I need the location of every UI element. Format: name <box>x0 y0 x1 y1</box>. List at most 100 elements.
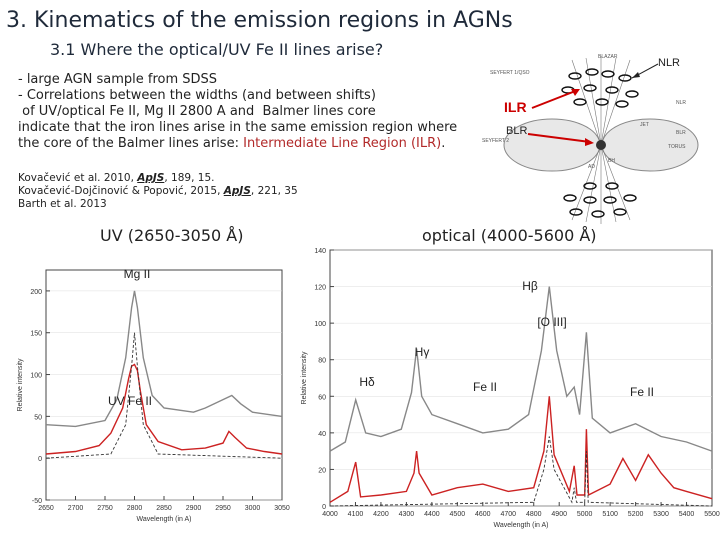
x-tick-label: 5200 <box>628 511 644 518</box>
plot-frame <box>45 269 283 501</box>
series-line <box>45 332 283 459</box>
y-tick-label: -50 <box>32 498 42 505</box>
y-tick-label: 40 <box>318 431 326 438</box>
x-tick-label: 5400 <box>679 511 695 518</box>
line-annotation: Hβ <box>522 279 538 293</box>
nlr-small-label: NLR <box>676 100 686 106</box>
x-tick-label: 4900 <box>551 511 567 518</box>
nlr-label: NLR <box>658 57 680 69</box>
line-annotation: Hγ <box>415 345 430 359</box>
ilr-arrow <box>531 89 579 109</box>
bullet-item: - large AGN sample from SDSS <box>18 72 218 87</box>
ilr-label: ILR <box>504 99 527 115</box>
bullet-item: of UV/optical Fe II, Mg II 2800 A and Ba… <box>18 104 376 119</box>
blazar-label: BLAZAR <box>598 54 618 60</box>
nlr-clouds-upper <box>561 68 639 108</box>
line-annotation: [O III] <box>537 315 566 329</box>
x-tick-label: 4300 <box>399 511 415 518</box>
x-tick-label: 4000 <box>322 511 338 518</box>
y-tick-label: 20 <box>318 467 326 474</box>
y-tick-label: 100 <box>30 373 42 380</box>
bullet-list: - large AGN sample from SDSS - Correlati… <box>18 72 488 152</box>
ilr-arrow-head <box>571 89 580 96</box>
reference-item: Kovačević et al. 2010, ApJS, 189, 15. <box>18 172 215 184</box>
plot-frame <box>329 249 713 507</box>
series-line <box>329 286 713 452</box>
line-annotation: UV Fe II <box>108 394 152 408</box>
x-tick-label: 2950 <box>215 505 231 512</box>
y-tick-label: 50 <box>34 414 42 421</box>
bullet-text: the core of the Balmer lines arise: <box>18 136 244 151</box>
x-tick-label: 2900 <box>186 505 202 512</box>
line-annotation: Hδ <box>359 375 375 389</box>
uv-spectrum-chart: -50 0 50 100 150 200 2650 2700 2750 2800 2850 2900 2… <box>17 267 290 523</box>
x-tick-label: 4700 <box>500 511 516 518</box>
optical-range-label: optical (4000-5600 Å) <box>422 226 597 245</box>
torus-label: TORUS <box>668 144 686 150</box>
uv-range-label: UV (2650-3050 Å) <box>100 226 244 245</box>
series-line <box>45 363 283 455</box>
journal-link[interactable]: ApJS <box>223 185 251 197</box>
line-annotation: Fe II <box>473 380 497 394</box>
blr-small-label: BLR <box>676 130 686 136</box>
y-tick-label: 60 <box>318 394 326 401</box>
line-annotation: Mg II <box>124 267 151 281</box>
x-tick-label: 4200 <box>373 511 389 518</box>
reference-item: Barth et al. 2013 <box>18 198 107 210</box>
ilr-highlight: Intermediate Line Region (ILR) <box>243 136 442 151</box>
bullet-text: . <box>441 136 446 151</box>
y-tick-label: 100 <box>314 321 326 328</box>
series-line <box>329 396 713 503</box>
bh-label: BH <box>608 158 615 164</box>
ad-label: AD <box>588 164 595 170</box>
bullet-item: indicate that the iron lines arise in th… <box>18 120 458 135</box>
bullet-item: the core of the Balmer lines arise: Inte… <box>18 136 488 152</box>
x-tick-label: 2850 <box>156 505 172 512</box>
x-tick-label: 5100 <box>602 511 618 518</box>
x-tick-label: 4100 <box>348 511 364 518</box>
optical-spectrum-chart: 0 20 40 60 80 100 120 140 4000 4100 4200 4300 4400 45… <box>301 248 720 529</box>
reference-item: Kovačević-Dojčinović & Popović, 2015, Ap… <box>18 185 298 197</box>
x-axis-label: Wavelength (in A) <box>494 522 549 529</box>
x-tick-label: 3000 <box>245 505 261 512</box>
y-axis-label: Relative intensity <box>301 351 308 404</box>
series-line <box>45 290 283 428</box>
seyfert2-label: SEYFERT 2 <box>482 138 509 144</box>
x-tick-label: 4600 <box>475 511 491 518</box>
bullet-item: - Correlations between the widths (and b… <box>18 88 376 103</box>
y-tick-label: 80 <box>318 358 326 365</box>
x-axis-label: Wavelength (in A) <box>137 516 192 523</box>
slide-subtitle: 3.1 Where the optical/UV Fe II lines ari… <box>50 40 384 59</box>
seyfert1-label: SEYFERT 1/QSO <box>490 70 530 76</box>
references: Kovačević et al. 2010, ApJS, 189, 15. Ko… <box>18 172 298 211</box>
y-tick-label: 200 <box>30 289 42 296</box>
x-tick-label: 4800 <box>526 511 542 518</box>
blr-label: BLR <box>506 125 527 137</box>
x-tick-label: 2800 <box>127 505 143 512</box>
x-tick-label: 5000 <box>577 511 593 518</box>
nlr-clouds-lower <box>563 182 637 218</box>
y-tick-label: 150 <box>30 331 42 338</box>
blr-arrow <box>527 133 591 143</box>
y-tick-label: 0 <box>38 456 42 463</box>
x-tick-label: 2700 <box>68 505 84 512</box>
x-tick-label: 5500 <box>704 511 720 518</box>
x-tick-label: 2750 <box>97 505 113 512</box>
journal-link[interactable]: ApJS <box>137 172 165 184</box>
agn-unified-model-diagram: BLAZAR SEYFERT 1/QSO SEYFERT 2 NLR BLR T… <box>480 50 710 226</box>
x-tick-label: 4500 <box>450 511 466 518</box>
y-tick-label: 0 <box>322 504 326 511</box>
series-line <box>329 436 713 507</box>
line-annotation: Fe II <box>630 385 654 399</box>
y-axis-label: Relative intensity <box>17 358 24 411</box>
black-hole <box>596 140 606 150</box>
blr-arrow-head <box>585 138 594 146</box>
x-tick-label: 3050 <box>274 505 290 512</box>
jet-label: JET <box>640 122 649 128</box>
x-tick-label: 5300 <box>653 511 669 518</box>
slide-title: 3. Kinematics of the emission regions in… <box>6 8 513 33</box>
nlr-arrow-head <box>632 72 640 78</box>
y-tick-label: 140 <box>314 248 326 255</box>
x-tick-label: 4400 <box>424 511 440 518</box>
x-tick-label: 2650 <box>38 505 54 512</box>
